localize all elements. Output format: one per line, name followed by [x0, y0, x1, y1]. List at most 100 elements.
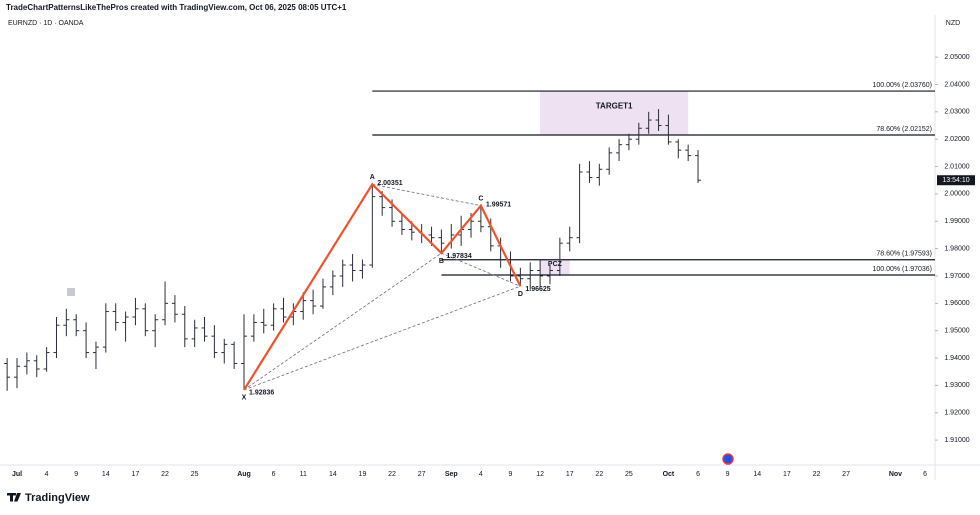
bar: [23, 352, 30, 375]
y-tick-label: 1.94000: [944, 355, 969, 362]
bar: [359, 259, 366, 279]
bar: [43, 347, 50, 372]
bar: [310, 289, 317, 315]
level-label: 78.60% (2.02152): [876, 126, 932, 133]
bar: [231, 341, 238, 369]
x-tick-label: 9: [74, 471, 78, 478]
x-tick-label: 25: [625, 471, 633, 478]
y-tick-label: 1.92000: [944, 410, 969, 417]
bar: [616, 139, 623, 162]
pattern-price-label: 1.97834: [446, 253, 471, 260]
x-tick-label: 11: [300, 471, 307, 478]
bar: [369, 184, 376, 268]
currency: NZD: [946, 20, 960, 27]
level-label: 100.00% (1.97036): [872, 266, 932, 273]
icon: [67, 288, 75, 296]
x-tick-label: 27: [842, 471, 850, 478]
y-tick-label: 1.93000: [944, 382, 969, 389]
bar: [171, 295, 178, 323]
symbol: EURNZD · 1D · OANDA: [8, 20, 84, 27]
bar: [250, 314, 257, 342]
pattern-price-label: 1.96625: [525, 286, 550, 293]
x-tick-label: 14: [329, 471, 337, 478]
bar: [665, 114, 672, 145]
bar: [73, 314, 80, 337]
y-tick-label: 2.01000: [944, 163, 969, 170]
x-tick-label: 9: [509, 471, 513, 478]
bar: [556, 237, 563, 276]
zone-label: TARGET1: [596, 102, 633, 111]
y-tick-label: 1.97000: [944, 273, 969, 280]
bar: [319, 278, 326, 309]
bar: [685, 144, 692, 162]
x-tick-label: 22: [813, 471, 821, 478]
bar: [83, 322, 90, 359]
y-tick-label: 2.03000: [944, 109, 969, 116]
x-tick-label: Aug: [237, 471, 251, 478]
bar: [635, 122, 642, 145]
pattern-dashed-line: [243, 285, 521, 391]
x-tick-label: 17: [566, 471, 574, 478]
event-icon: [722, 453, 734, 465]
bar: [280, 297, 287, 323]
zone-label: PCZ: [548, 261, 563, 268]
bar: [596, 163, 603, 186]
bar: [695, 150, 702, 183]
bar: [92, 341, 99, 369]
bar: [142, 303, 149, 337]
bar: [576, 163, 583, 244]
x-tick-label: Nov: [889, 471, 902, 478]
level-label: 78.60% (1.97593): [876, 251, 932, 258]
x-tick-label: 27: [418, 471, 426, 478]
x-tick-label: 6: [272, 471, 276, 478]
bar: [201, 317, 208, 342]
bar: [270, 303, 277, 331]
x-tick-label: 6: [696, 471, 700, 478]
y-tick-label: 2.00000: [944, 191, 969, 198]
bar: [517, 267, 524, 287]
pattern-price-label: 2.00351: [377, 180, 402, 187]
bar: [63, 308, 70, 337]
x-tick-label: 22: [388, 471, 396, 478]
pattern-dashed-line: [243, 252, 442, 391]
bar: [181, 306, 188, 348]
x-tick-label: 14: [753, 471, 761, 478]
bar: [53, 317, 60, 359]
bar: [211, 325, 218, 359]
x-tick-label: 4: [479, 471, 483, 478]
bar: [527, 262, 534, 290]
bar: [112, 303, 119, 331]
pattern-point-label: D: [518, 291, 523, 298]
bar: [4, 358, 11, 391]
zone: [540, 259, 570, 275]
y-tick-label: 1.98000: [944, 245, 969, 252]
bar: [349, 254, 356, 282]
pattern-point-label: B: [439, 258, 444, 265]
bar: [477, 205, 484, 233]
bar: [152, 314, 159, 348]
x-tick-label: 17: [132, 471, 140, 478]
footer-logo: TradingView: [7, 492, 90, 504]
pattern-line: [243, 182, 522, 391]
bar: [102, 303, 109, 353]
level-label: 100.00% (2.03760): [872, 82, 932, 89]
y-tick-label: 2.04000: [944, 81, 969, 88]
pattern-dashed-line: [441, 252, 521, 287]
bar: [537, 259, 544, 287]
bar: [675, 139, 682, 159]
price-marker: [937, 175, 975, 186]
logo-mark: [7, 493, 21, 502]
bar: [260, 308, 267, 334]
pattern-dashed-line: [372, 183, 481, 207]
y-tick-label: 1.95000: [944, 328, 969, 335]
y-tick-label: 1.96000: [944, 300, 969, 307]
bar: [14, 358, 20, 389]
x-tick-label: 19: [359, 471, 367, 478]
x-tick-label: 22: [595, 471, 603, 478]
pattern-point-label: C: [478, 195, 483, 202]
bar: [122, 311, 129, 342]
x-tick-label: 9: [726, 471, 730, 478]
pattern-point-label: X: [242, 395, 247, 402]
bar: [398, 213, 405, 235]
